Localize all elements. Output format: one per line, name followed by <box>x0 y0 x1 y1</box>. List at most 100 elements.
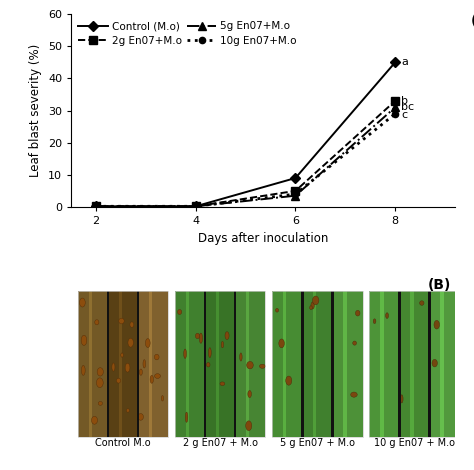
Polygon shape <box>331 290 334 437</box>
Polygon shape <box>369 290 400 437</box>
Ellipse shape <box>155 354 159 360</box>
Ellipse shape <box>150 376 154 383</box>
Control (M.o) <box>392 60 398 65</box>
Legend: Control (M.o), 2g En07+M.o, 5g En07+M.o, 10g En07+M.o: Control (M.o), 2g En07+M.o, 5g En07+M.o,… <box>76 19 299 47</box>
Polygon shape <box>302 290 332 437</box>
Polygon shape <box>429 290 460 437</box>
Line: 2g En07+M.o: 2g En07+M.o <box>92 97 399 210</box>
Polygon shape <box>301 290 303 437</box>
X-axis label: Days after inoculation: Days after inoculation <box>198 232 328 244</box>
Polygon shape <box>235 290 265 437</box>
Polygon shape <box>78 290 108 437</box>
10g En07+M.o <box>292 191 298 197</box>
Polygon shape <box>118 290 122 437</box>
Polygon shape <box>410 290 414 437</box>
Ellipse shape <box>112 363 115 371</box>
5g En07+M.o <box>392 104 398 110</box>
Ellipse shape <box>139 369 142 376</box>
Ellipse shape <box>351 392 357 397</box>
Polygon shape <box>332 290 363 437</box>
Ellipse shape <box>434 321 439 329</box>
Ellipse shape <box>356 310 360 316</box>
Text: a: a <box>401 57 408 67</box>
Ellipse shape <box>432 360 438 367</box>
Ellipse shape <box>128 338 133 347</box>
Ellipse shape <box>246 361 253 369</box>
Polygon shape <box>89 290 92 437</box>
Ellipse shape <box>184 349 186 359</box>
Text: 5 g En07 + M.o: 5 g En07 + M.o <box>280 438 355 448</box>
Y-axis label: Leaf blast severity (%): Leaf blast severity (%) <box>29 44 42 177</box>
Ellipse shape <box>419 301 424 306</box>
Polygon shape <box>398 290 401 437</box>
Ellipse shape <box>185 412 188 423</box>
Ellipse shape <box>117 378 121 383</box>
Ellipse shape <box>401 395 403 403</box>
Polygon shape <box>440 290 444 437</box>
Control (M.o) <box>193 204 199 209</box>
Bar <box>369 290 460 437</box>
Polygon shape <box>343 290 346 437</box>
2g En07+M.o <box>292 188 298 194</box>
Ellipse shape <box>81 335 87 345</box>
Ellipse shape <box>225 332 229 339</box>
Ellipse shape <box>207 362 210 367</box>
Ellipse shape <box>275 308 279 312</box>
Polygon shape <box>175 290 205 437</box>
Ellipse shape <box>119 318 124 324</box>
Ellipse shape <box>82 365 85 376</box>
Ellipse shape <box>127 409 129 412</box>
Bar <box>272 290 363 437</box>
Polygon shape <box>149 290 152 437</box>
Text: 2 g En07 + M.o: 2 g En07 + M.o <box>183 438 258 448</box>
Ellipse shape <box>96 378 103 388</box>
Ellipse shape <box>143 360 146 368</box>
Polygon shape <box>186 290 189 437</box>
Polygon shape <box>216 290 219 437</box>
Text: b: b <box>401 96 408 106</box>
Ellipse shape <box>209 348 211 358</box>
Polygon shape <box>246 290 249 437</box>
Polygon shape <box>204 290 206 437</box>
Ellipse shape <box>310 306 312 310</box>
Ellipse shape <box>386 313 389 319</box>
Line: Control (M.o): Control (M.o) <box>92 58 399 210</box>
Line: 5g En07+M.o: 5g En07+M.o <box>92 103 399 210</box>
Ellipse shape <box>161 396 164 401</box>
Polygon shape <box>107 290 109 437</box>
Line: 10g En07+M.o: 10g En07+M.o <box>93 110 398 210</box>
Control (M.o) <box>292 175 298 181</box>
Polygon shape <box>205 290 235 437</box>
Ellipse shape <box>130 322 134 328</box>
Polygon shape <box>108 290 138 437</box>
Ellipse shape <box>98 401 102 405</box>
10g En07+M.o <box>193 204 199 209</box>
Ellipse shape <box>199 333 202 343</box>
Ellipse shape <box>95 320 99 325</box>
Bar <box>175 290 265 437</box>
Polygon shape <box>283 290 286 437</box>
Polygon shape <box>380 290 383 437</box>
Text: 10 g En07 + M.o: 10 g En07 + M.o <box>374 438 455 448</box>
Ellipse shape <box>155 374 161 378</box>
Ellipse shape <box>246 421 252 431</box>
10g En07+M.o <box>392 111 398 117</box>
Ellipse shape <box>221 341 224 348</box>
Polygon shape <box>234 290 237 437</box>
Ellipse shape <box>259 364 265 368</box>
Text: bc: bc <box>401 102 414 112</box>
5g En07+M.o <box>193 204 199 209</box>
Ellipse shape <box>240 353 242 361</box>
Ellipse shape <box>125 363 130 372</box>
5g En07+M.o <box>292 193 298 198</box>
Ellipse shape <box>195 333 200 339</box>
Ellipse shape <box>138 414 144 420</box>
Text: Control M.o: Control M.o <box>95 438 151 448</box>
Ellipse shape <box>146 338 150 347</box>
Ellipse shape <box>97 368 103 376</box>
Text: (A): (A) <box>470 14 474 28</box>
Ellipse shape <box>286 376 292 385</box>
Ellipse shape <box>373 319 376 323</box>
Ellipse shape <box>121 353 123 357</box>
Ellipse shape <box>312 296 319 305</box>
